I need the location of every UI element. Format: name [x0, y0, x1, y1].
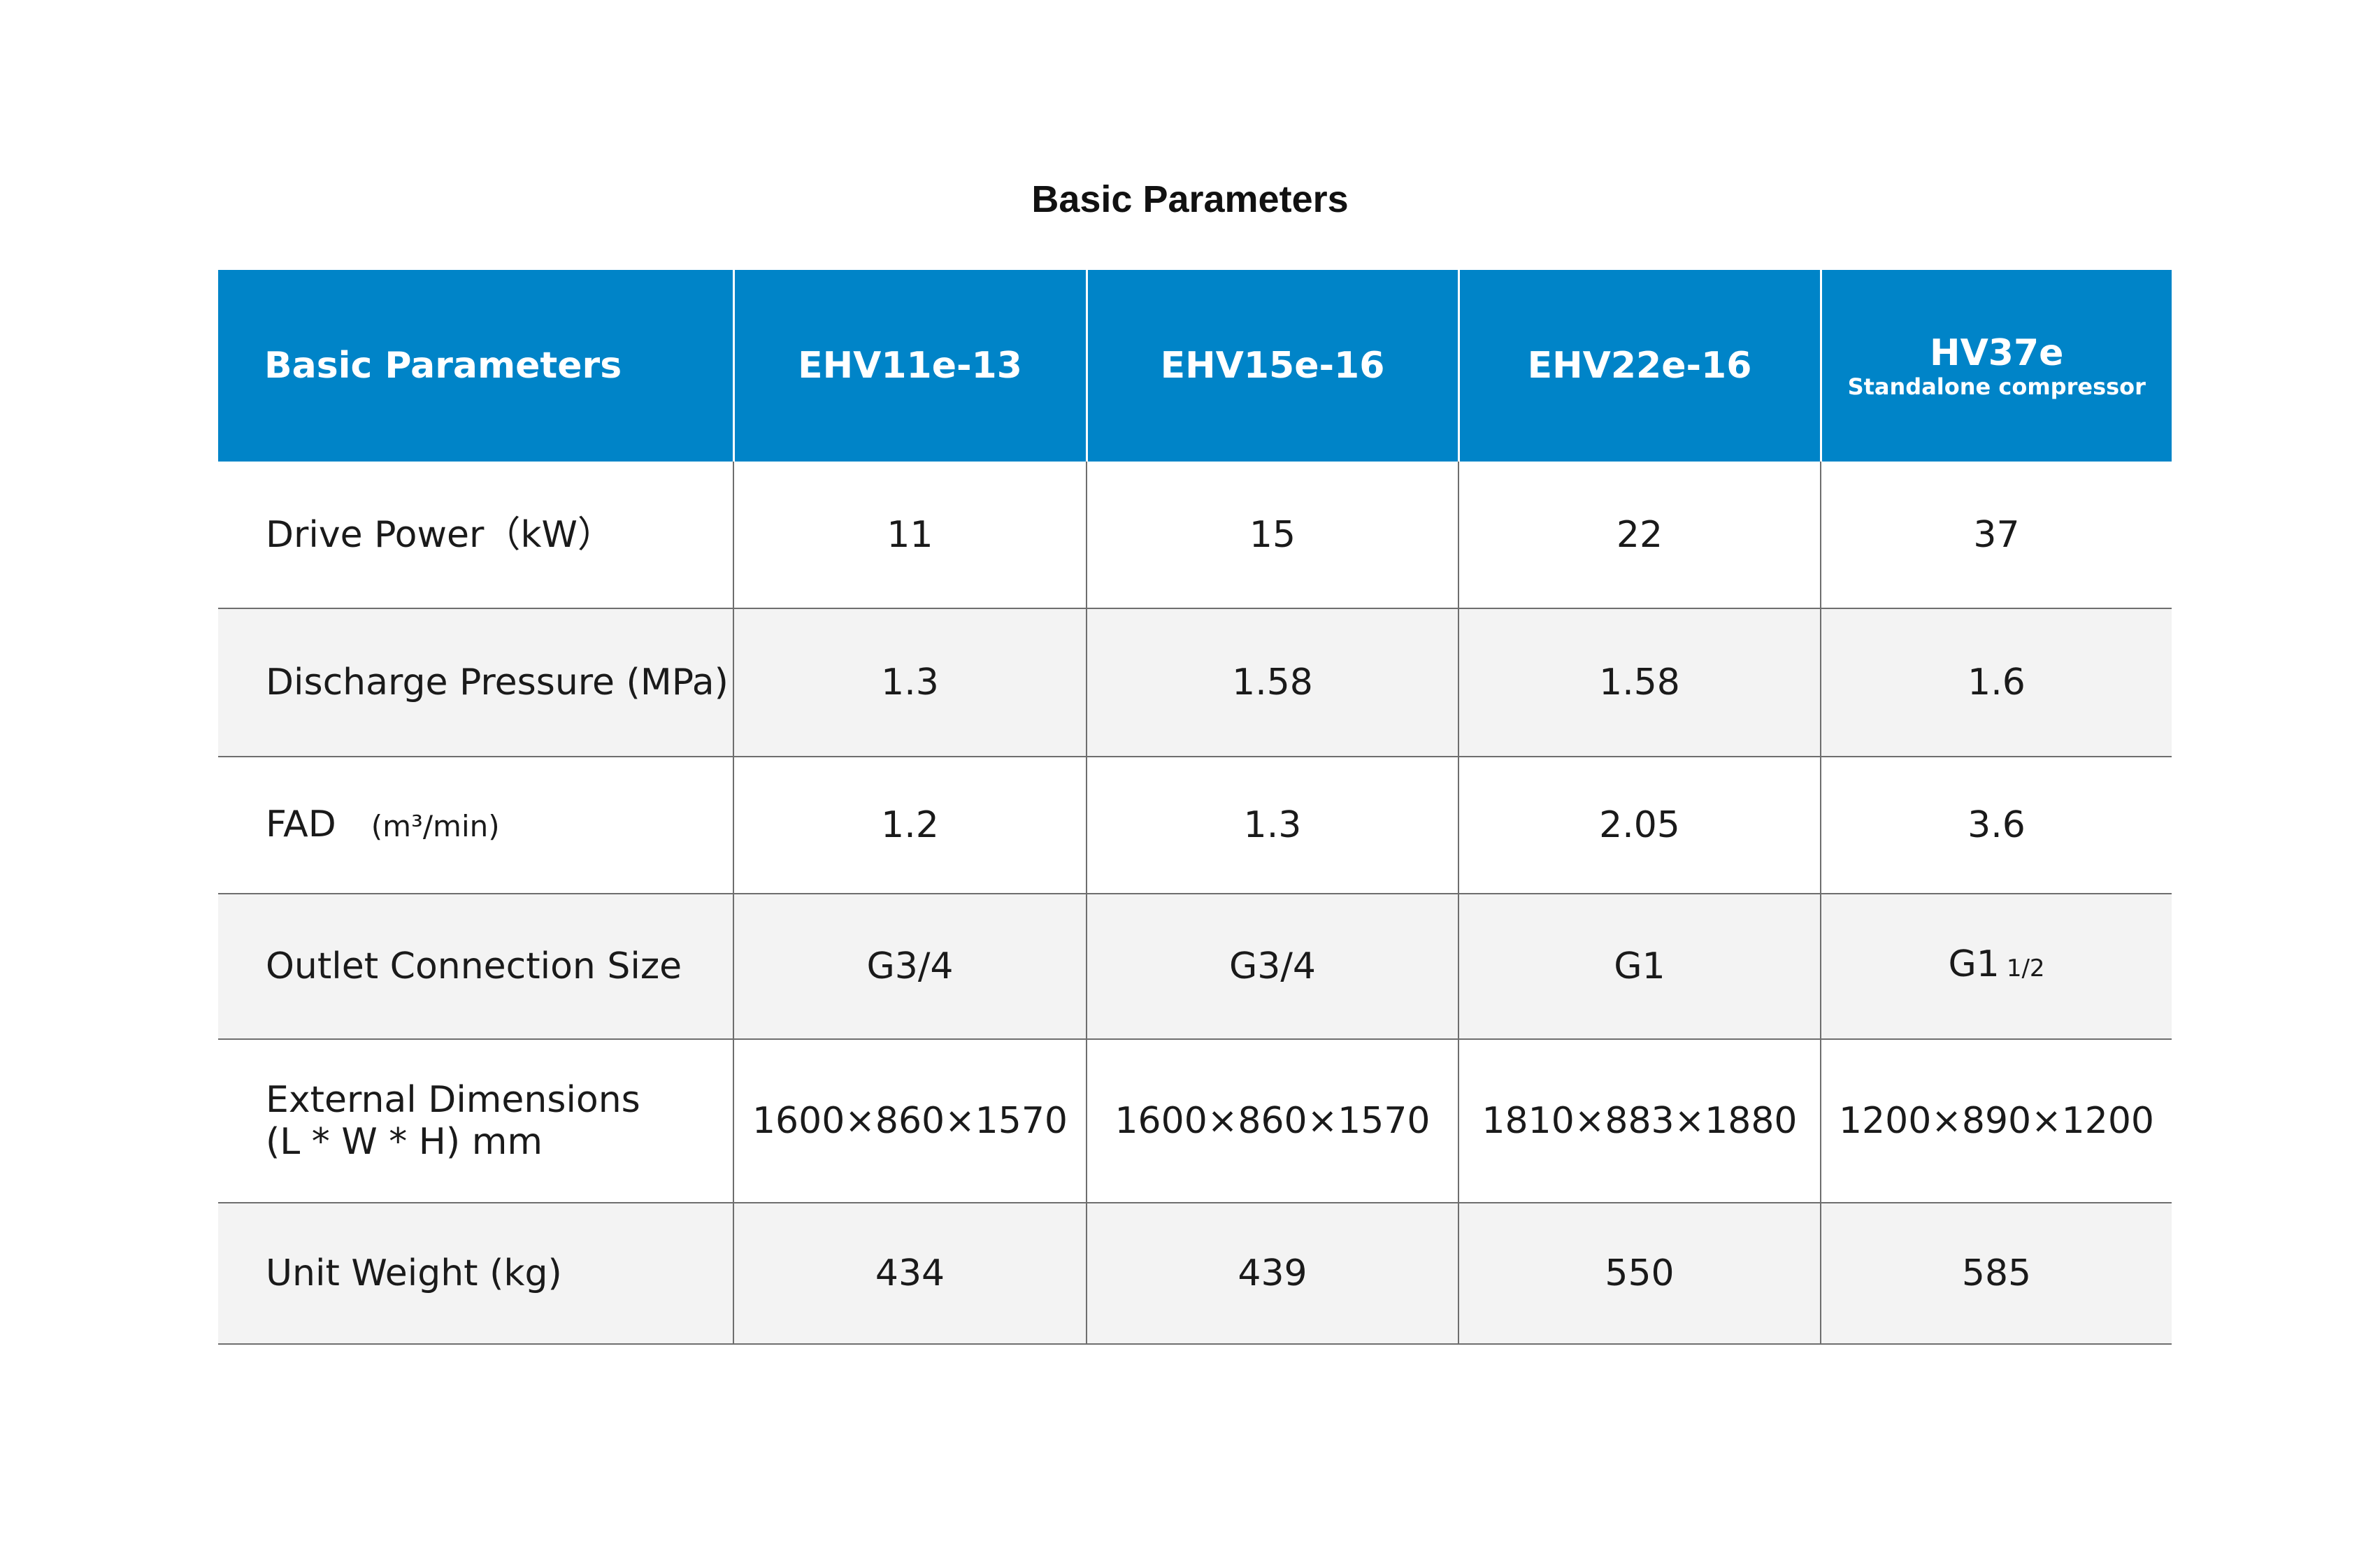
- table-cell: 1200×890×1200: [1820, 1039, 2172, 1203]
- table-cell: 1810×883×1880: [1458, 1039, 1821, 1203]
- table-row-unit-weight: Unit Weight (kg) 434 439 550 585: [218, 1203, 2172, 1345]
- table-cell: G3/4: [1086, 894, 1458, 1040]
- model-name: EHV15e-16: [1160, 345, 1385, 387]
- table-cell: G1: [1458, 894, 1821, 1040]
- table-row-dimensions: External Dimensions (L * W * H) mm 1600×…: [218, 1039, 2172, 1203]
- table-header-row: Basic Parameters EHV11e-13 EHV15e-16 EHV…: [218, 270, 2172, 462]
- header-model-3: EHV22e-16: [1457, 270, 1821, 462]
- model-name: HV37e: [1930, 332, 2064, 374]
- table-row-drive-power: Drive Power（kW） 11 15 22 37: [218, 462, 2172, 609]
- table-cell: 1.3: [1086, 757, 1458, 894]
- model-note: Standalone compressor: [1847, 373, 2146, 400]
- size-fraction: 1/2: [2006, 955, 2045, 982]
- table-cell: 585: [1820, 1203, 2172, 1345]
- table-cell: 550: [1458, 1203, 1821, 1345]
- table-cell: 15: [1086, 462, 1458, 609]
- row-label: Drive Power（kW）: [218, 462, 733, 609]
- basic-parameters-table: Basic Parameters EHV11e-13 EHV15e-16 EHV…: [218, 270, 2172, 1345]
- row-label: Unit Weight (kg): [218, 1203, 733, 1345]
- row-label-cell: FAD (m³/min): [218, 757, 733, 894]
- row-label: Discharge Pressure (MPa): [218, 608, 733, 757]
- table-cell: 439: [1086, 1203, 1458, 1345]
- table-row-outlet-size: Outlet Connection Size G3/4 G3/4 G1 G1 1/…: [218, 894, 2172, 1040]
- row-label-unit: (L * W * H) mm: [266, 1121, 543, 1163]
- table-cell: 1.2: [733, 757, 1087, 894]
- table-cell: 22: [1458, 462, 1821, 609]
- table-cell: 1600×860×1570: [1086, 1039, 1458, 1203]
- table-cell: 11: [733, 462, 1087, 609]
- header-model-1: EHV11e-13: [732, 270, 1087, 462]
- table-cell: 1600×860×1570: [733, 1039, 1087, 1203]
- table-cell: 434: [733, 1203, 1087, 1345]
- row-label: Outlet Connection Size: [218, 894, 733, 1040]
- header-model-2: EHV15e-16: [1085, 270, 1458, 462]
- table-cell: G3/4: [733, 894, 1087, 1040]
- row-label-cell: External Dimensions (L * W * H) mm: [218, 1039, 733, 1203]
- table-cell: 1.3: [733, 608, 1087, 757]
- table-cell: G1: [1948, 943, 2000, 985]
- table-row-fad: FAD (m³/min) 1.2 1.3 2.05 3.6: [218, 757, 2172, 894]
- model-name: EHV11e-13: [798, 345, 1022, 387]
- header-basic-parameters: Basic Parameters: [218, 270, 733, 462]
- model-name: EHV22e-16: [1527, 345, 1752, 387]
- row-label: FAD: [266, 803, 336, 845]
- header-model-4: HV37e Standalone compressor: [1819, 270, 2172, 462]
- table-cell-composite: G1 1/2: [1820, 894, 2172, 1040]
- table-cell: 2.05: [1458, 757, 1821, 894]
- row-label: External Dimensions: [266, 1079, 640, 1121]
- table-cell: 1.58: [1086, 608, 1458, 757]
- table-row-discharge-pressure: Discharge Pressure (MPa) 1.3 1.58 1.58 1…: [218, 608, 2172, 757]
- row-unit: (m³/min): [371, 808, 500, 843]
- table-cell: 1.6: [1820, 608, 2172, 757]
- table-cell: 3.6: [1820, 757, 2172, 894]
- table-cell: 1.58: [1458, 608, 1821, 757]
- table-cell: 37: [1820, 462, 2172, 609]
- page-title: Basic Parameters: [1031, 178, 1349, 220]
